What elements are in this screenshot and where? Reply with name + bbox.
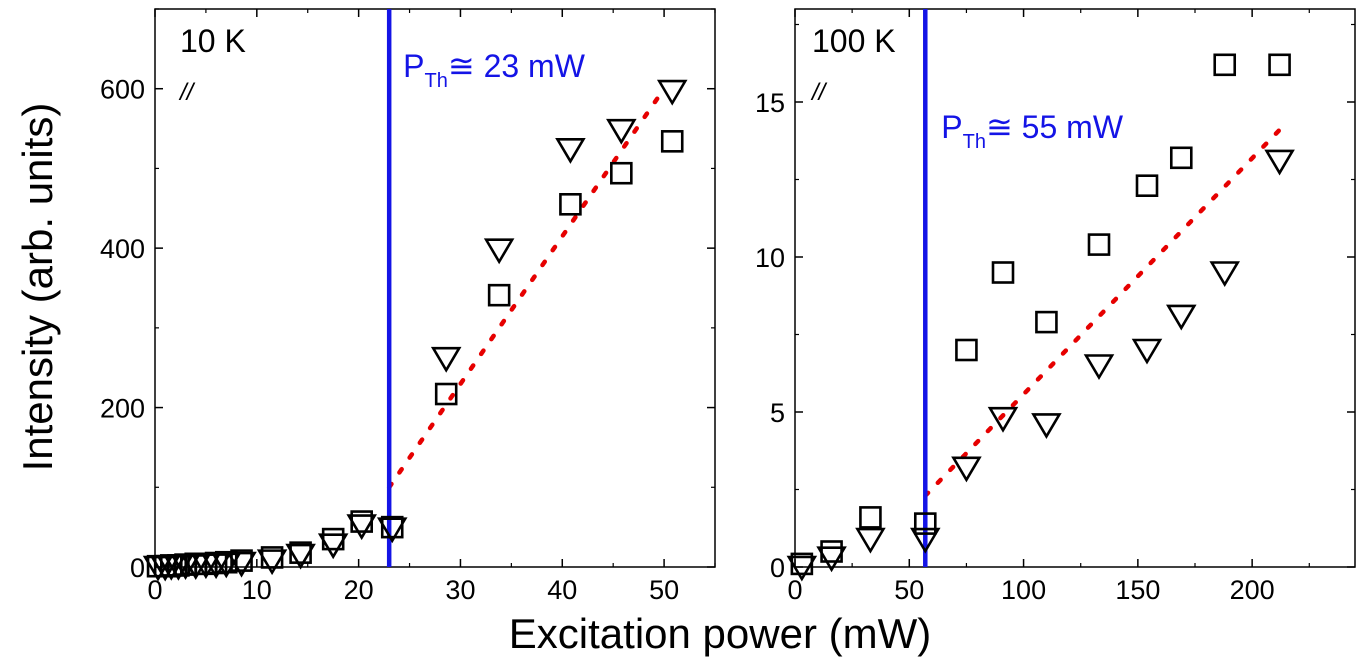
x-tick-label: 100 (1001, 575, 1046, 605)
threshold-label-main: P (941, 109, 962, 145)
fit-line (386, 86, 667, 490)
triangle-marker (951, 456, 982, 483)
threshold-label-sub: Th (425, 70, 448, 92)
triangle-marker (1166, 304, 1197, 331)
triangle-marker (910, 527, 941, 554)
square-marker (434, 382, 458, 406)
threshold-label-value: ≅ 23 mW (448, 48, 586, 84)
triangle-marker (1083, 354, 1115, 381)
triangle-marker (430, 346, 462, 373)
triangle-marker (256, 549, 288, 576)
threshold-label-value: ≅ 55 mW (986, 109, 1124, 145)
panel-100k: 0 50 100 150 200 0 5 10 15 100 K // PTh≅ 55 mW (755, 8, 1356, 605)
triangle-marker (346, 514, 377, 541)
plot-frame (794, 8, 1356, 568)
triangle-marker (1031, 413, 1062, 439)
triangle-marker (376, 517, 408, 544)
triangle-marker (855, 527, 886, 554)
threshold-label: PTh≅ 55 mW (941, 109, 1124, 153)
y-tick-label: 0 (130, 553, 145, 583)
square-marker (660, 130, 684, 153)
y-tick-label: 0 (770, 553, 785, 583)
square-marker (913, 512, 937, 535)
square-marker (1135, 174, 1159, 197)
panel-label: 10 K (180, 23, 246, 59)
y-axis-title: Intensity (arb. units) (14, 103, 61, 472)
y-tick-label: 200 (100, 394, 145, 424)
x-tick-label: 0 (147, 575, 162, 605)
y-tick-label: 600 (100, 75, 145, 105)
triangle-marker (285, 543, 316, 570)
square-marker (1268, 53, 1291, 77)
y-tick-label: 15 (755, 88, 785, 118)
panel-10k: 0 10 20 30 40 50 0 200 400 600 10 K // PTh≅ 23 mW (100, 8, 716, 605)
threshold-label-sub: Th (963, 131, 986, 153)
x-tick-label: 50 (649, 575, 679, 605)
polarization-label: // (178, 79, 196, 106)
square-marker (559, 193, 582, 216)
square-marker (1169, 146, 1193, 170)
x-tick-label: 10 (242, 575, 272, 605)
x-tick-label: 50 (894, 575, 924, 605)
square-marker (859, 506, 882, 529)
y-tick-label: 10 (755, 243, 785, 273)
y-tick-label: 400 (100, 234, 145, 264)
square-marker (487, 283, 511, 307)
square-marker (610, 161, 633, 185)
triangle-marker (606, 118, 637, 145)
triangle-marker (816, 546, 847, 573)
x-tick-label: 30 (445, 575, 475, 605)
threshold-label-main: P (403, 48, 424, 84)
polarization-label: // (810, 79, 828, 106)
triangle-marker (483, 238, 515, 265)
square-marker (1035, 310, 1058, 334)
x-tick-label: 20 (344, 575, 374, 605)
triangle-marker (987, 406, 1019, 433)
square-marker (991, 261, 1015, 284)
x-tick-label: 150 (1115, 575, 1160, 605)
triangle-marker (786, 555, 818, 582)
triangle-marker (1209, 261, 1240, 288)
panel-label: 100 K (812, 23, 896, 59)
square-marker (955, 338, 978, 362)
triangle-marker (317, 533, 349, 560)
triangle-marker (210, 552, 242, 579)
x-tick-label: 0 (787, 575, 802, 605)
triangle-marker (1131, 338, 1163, 365)
square-marker (1213, 53, 1237, 77)
square-marker (380, 515, 404, 539)
triangle-marker (226, 551, 257, 578)
square-marker (214, 550, 238, 574)
threshold-label: PTh≅ 23 mW (403, 48, 586, 92)
triangle-marker (656, 79, 688, 106)
y-tick-label: 5 (770, 398, 785, 428)
plot-frame (154, 8, 716, 568)
square-marker (1087, 233, 1111, 256)
x-axis-title: Excitation power (mW) (509, 610, 931, 657)
triangle-marker (555, 137, 586, 164)
x-tick-label: 200 (1230, 575, 1275, 605)
x-tick-label: 40 (547, 575, 577, 605)
fit-line (923, 127, 1282, 498)
triangle-marker (1264, 149, 1295, 176)
